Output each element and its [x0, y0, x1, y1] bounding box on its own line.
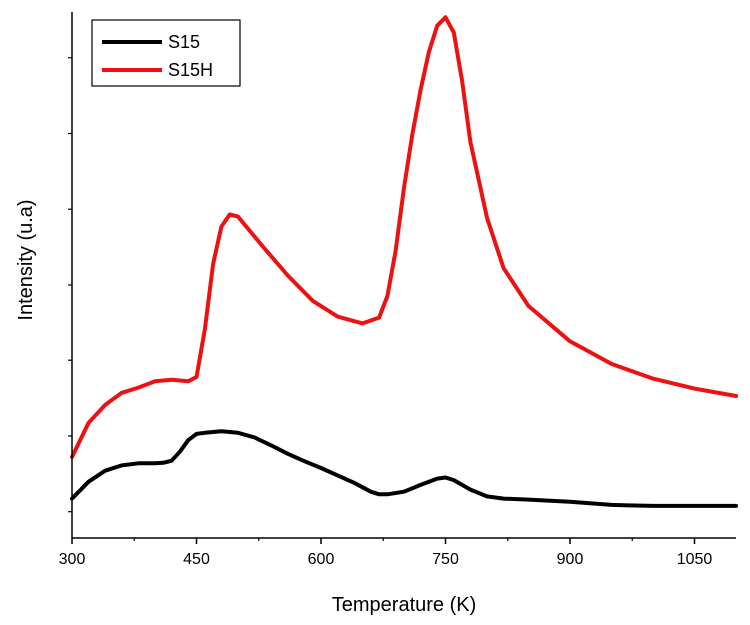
legend-label-s15: S15: [168, 32, 200, 52]
x-tick-label: 1050: [677, 551, 713, 568]
legend-label-s15h: S15H: [168, 60, 213, 80]
axes-layer: 300 450 600 750 900 1050: [59, 12, 736, 568]
x-tick-label: 300: [59, 551, 86, 568]
y-axis-label: Intensity (u.a): [15, 199, 37, 320]
series-line-s15h: [70, 15, 738, 459]
series-layer: [70, 15, 738, 508]
x-tick-label: 450: [183, 551, 210, 568]
series-line-s15: [70, 429, 738, 508]
x-tick-label: 750: [432, 551, 459, 568]
x-axis-label: Temperature (K): [332, 594, 477, 616]
x-tick-label: 900: [557, 551, 584, 568]
legend: S15 S15H: [91, 19, 241, 87]
legend-box: [91, 19, 241, 87]
x-tick-label: 600: [308, 551, 335, 568]
